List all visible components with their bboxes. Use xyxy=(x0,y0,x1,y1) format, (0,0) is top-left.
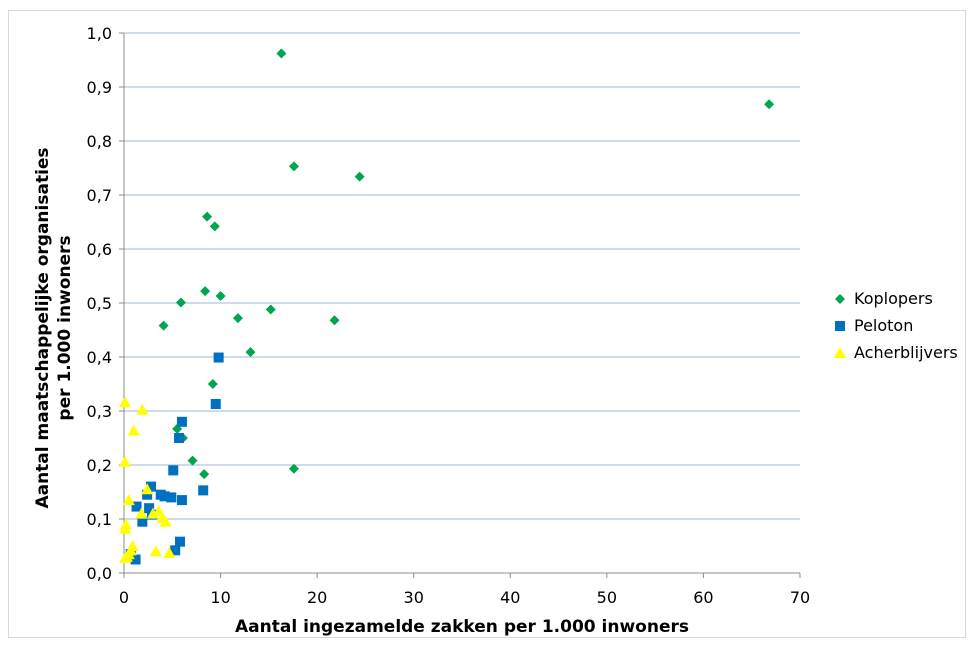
gridlines xyxy=(124,32,800,520)
acherblijvers-point xyxy=(159,515,172,527)
acherblijvers-point xyxy=(118,522,131,534)
x-tick-label: 0 xyxy=(119,588,129,607)
peloton-point xyxy=(175,536,186,547)
koplopers-point xyxy=(202,211,213,222)
acherblijvers-point xyxy=(118,396,131,408)
koplopers-point xyxy=(199,469,210,480)
acherblijvers-point xyxy=(122,494,135,506)
peloton-point xyxy=(198,485,209,496)
y-tick-label: 0,4 xyxy=(87,348,112,367)
x-tick-label: 20 xyxy=(307,588,327,607)
y-tick-label: 0,0 xyxy=(87,564,112,583)
peloton-point xyxy=(213,352,224,363)
peloton-point xyxy=(159,491,170,502)
koplopers-point xyxy=(187,455,198,466)
y-tick-label: 0,5 xyxy=(87,294,112,313)
peloton-point xyxy=(166,492,177,503)
acherblijvers-point xyxy=(149,545,162,557)
koplopers-point xyxy=(265,304,276,315)
koplopers-point xyxy=(200,286,211,297)
legend-marker-acherblijvers xyxy=(834,347,846,358)
y-tick-label: 0,2 xyxy=(87,456,112,475)
x-tick-label: 50 xyxy=(597,588,617,607)
x-tick-label: 60 xyxy=(693,588,713,607)
acherblijvers-point xyxy=(118,551,131,563)
acherblijvers-point xyxy=(163,547,176,559)
y-tick-label: 0,9 xyxy=(87,78,112,97)
koplopers-point xyxy=(209,221,220,232)
peloton-point xyxy=(146,481,157,492)
chart-frame xyxy=(8,10,966,638)
koplopers-point xyxy=(288,463,299,474)
y-axis-title-line-1: Aantal maatschappelijke organisaties xyxy=(33,147,53,508)
acherblijvers-point xyxy=(146,507,159,519)
koplopers-point xyxy=(764,99,775,110)
acherblijvers-point xyxy=(136,403,149,415)
koplopers-point xyxy=(329,315,340,326)
peloton-point xyxy=(176,416,187,427)
y-tick-label: 0,6 xyxy=(87,240,112,259)
koplopers-point xyxy=(232,313,243,324)
legend-marker-peloton xyxy=(835,321,845,331)
peloton-point xyxy=(210,398,221,409)
peloton-point xyxy=(176,495,187,506)
koplopers-point xyxy=(158,320,169,331)
y-tick-label: 0,7 xyxy=(87,186,112,205)
peloton-point xyxy=(137,516,148,527)
legend-marker-koplopers xyxy=(835,294,845,304)
acherblijvers-point xyxy=(127,424,140,436)
x-axis-title: Aantal ingezamelde zakken per 1.000 inwo… xyxy=(235,617,689,637)
peloton-point xyxy=(142,489,153,500)
x-tick-label: 30 xyxy=(404,588,424,607)
koplopers-point xyxy=(276,48,287,59)
axes: 0,0 0,1 0,2 0,3 0,4 0,5 0,6 0,7 0,8 0,9 1,0 0 10 20 30… xyxy=(87,24,811,607)
koplopers-point xyxy=(245,347,256,358)
koplopers-point xyxy=(207,379,218,389)
x-tick-label: 70 xyxy=(790,588,810,607)
acherblijvers-point xyxy=(135,507,148,519)
y-tick-label: 0,1 xyxy=(87,510,112,529)
y-tick-label: 0,3 xyxy=(87,402,112,421)
peloton-point xyxy=(131,501,142,512)
legend: Koplopers Peloton Acherblijvers xyxy=(834,289,958,362)
acherblijvers-point xyxy=(118,455,131,467)
axis-titles: Aantal ingezamelde zakken per 1.000 inwo… xyxy=(33,147,689,637)
peloton-point xyxy=(174,433,185,443)
y-tick-label: 0,8 xyxy=(87,132,112,151)
y-tick-label: 1,0 xyxy=(87,24,112,43)
legend-label-acherblijvers: Acherblijvers xyxy=(854,343,958,362)
x-tick-label: 40 xyxy=(500,588,520,607)
koplopers-point xyxy=(288,161,299,172)
koplopers-point xyxy=(354,171,365,182)
koplopers-point xyxy=(215,290,226,301)
peloton-point xyxy=(144,503,155,514)
peloton-point xyxy=(130,554,141,565)
legend-label-peloton: Peloton xyxy=(854,316,913,335)
koplopers-point xyxy=(175,297,186,308)
y-axis-title-line-2: per 1.000 inwoners xyxy=(55,235,75,420)
x-tick-label: 10 xyxy=(210,588,230,607)
peloton-point xyxy=(168,465,179,476)
data-points xyxy=(118,48,775,565)
legend-label-koplopers: Koplopers xyxy=(854,289,933,308)
peloton-point xyxy=(170,545,181,556)
acherblijvers-point xyxy=(141,483,154,495)
